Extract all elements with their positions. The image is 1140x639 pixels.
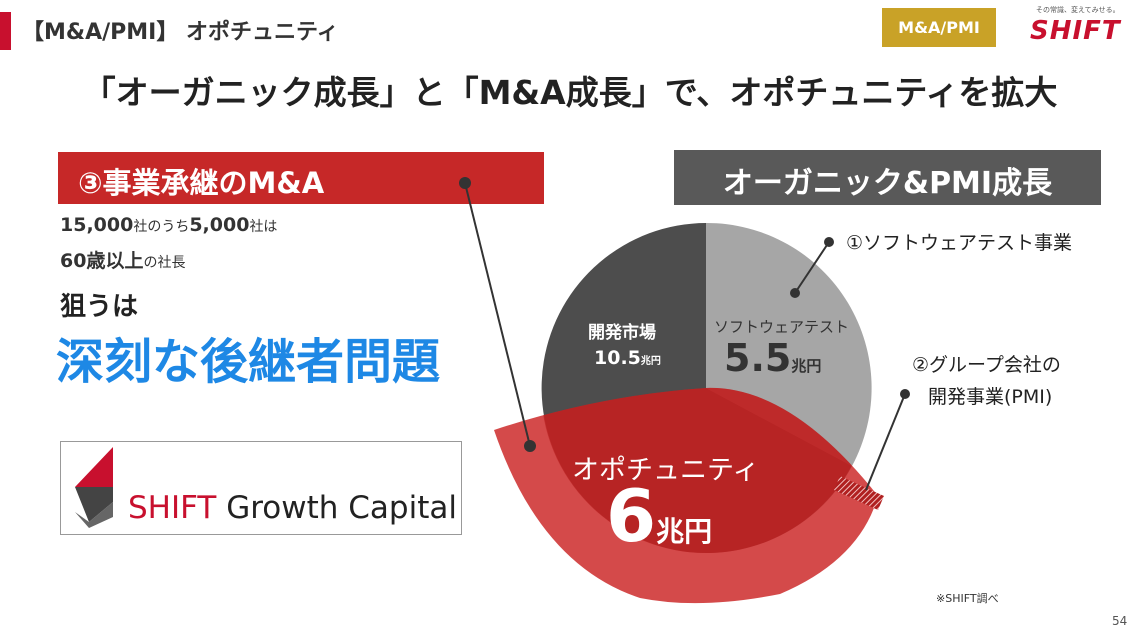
age-number: 60 — [60, 250, 87, 272]
company-of-text: 社のうち — [133, 219, 190, 235]
test-market-number: 5.5 — [724, 336, 792, 380]
shift-growth-capital-logo — [60, 441, 462, 535]
opportunity-number: 6 — [606, 474, 657, 558]
opportunity-value: 6兆円 — [606, 474, 712, 558]
capital-logo-mark-icon — [75, 447, 113, 528]
dev-market-number: 10.5 — [594, 347, 641, 369]
slide-title: 「オーガニック成長」と「M&A成長」で、オポチュニティを拡大 — [82, 73, 1058, 112]
section-title: 【M&A/PMI】 オポチュニティ — [22, 20, 339, 45]
company-count-text: 15,000社のうち5,000社は — [60, 214, 277, 236]
capital-logo-shift: SHIFT — [128, 490, 217, 526]
opportunity-unit: 兆円 — [656, 515, 713, 548]
connector-dot-ma-top — [459, 177, 471, 189]
opportunity-hatch-edge — [834, 476, 884, 510]
connector-dot-ma-bottom — [524, 440, 536, 452]
logo-tagline: その常識、変えてみせる。 — [1036, 6, 1120, 14]
shift-logo: SHIFT — [1030, 16, 1121, 46]
callout-group-companies: ②グループ会社の — [912, 354, 1061, 376]
capital-logo-text: SHIFT Growth Capital — [128, 490, 457, 526]
callout-pmi: 開発事業(PMI) — [928, 386, 1053, 408]
capital-logo-growth: Growth Capital — [216, 490, 457, 526]
test-market-value: 5.5兆円 — [724, 336, 821, 380]
source-note: ※SHIFT調べ — [936, 592, 999, 605]
connector-test — [794, 241, 830, 294]
connector-dot-test-top — [824, 237, 834, 247]
organic-pmi-banner: オーガニック&PMI成長 — [674, 150, 1101, 205]
company-subset: 5,000 — [189, 214, 250, 236]
connector-ma — [464, 182, 531, 447]
organic-pmi-banner-label: オーガニック&PMI成長 — [722, 166, 1053, 201]
opportunity-label: オポチュニティ — [572, 455, 760, 486]
page-number: 54 — [1112, 614, 1128, 628]
president-text: の社長 — [143, 255, 186, 271]
connector-pmi — [865, 393, 906, 491]
connector-dot-pmi — [900, 389, 910, 399]
dev-market-value: 10.5兆円 — [594, 347, 661, 369]
callout-software-test: ①ソフトウェアテスト事業 — [846, 232, 1073, 254]
aim-text: 狙うは — [60, 292, 139, 322]
company-total: 15,000 — [60, 214, 134, 236]
header-accent-bar — [0, 12, 11, 50]
ma-banner-label: ③事業承継のM&A — [78, 166, 325, 200]
test-market-label: ソフトウェアテスト — [714, 318, 850, 336]
dev-market-label: 開発市場 — [588, 323, 656, 343]
dev-market-unit: 兆円 — [640, 356, 661, 367]
age-over-text: 歳以上 — [86, 250, 144, 272]
company-suffix-text: 社は — [249, 219, 278, 235]
connector-dot-test-bottom — [790, 288, 800, 298]
category-tag: M&A/PMI — [882, 8, 996, 47]
president-age-text: 60歳以上の社長 — [60, 246, 185, 273]
succession-headline: 深刻な後継者問題 — [56, 334, 441, 390]
test-market-unit: 兆円 — [791, 357, 822, 375]
